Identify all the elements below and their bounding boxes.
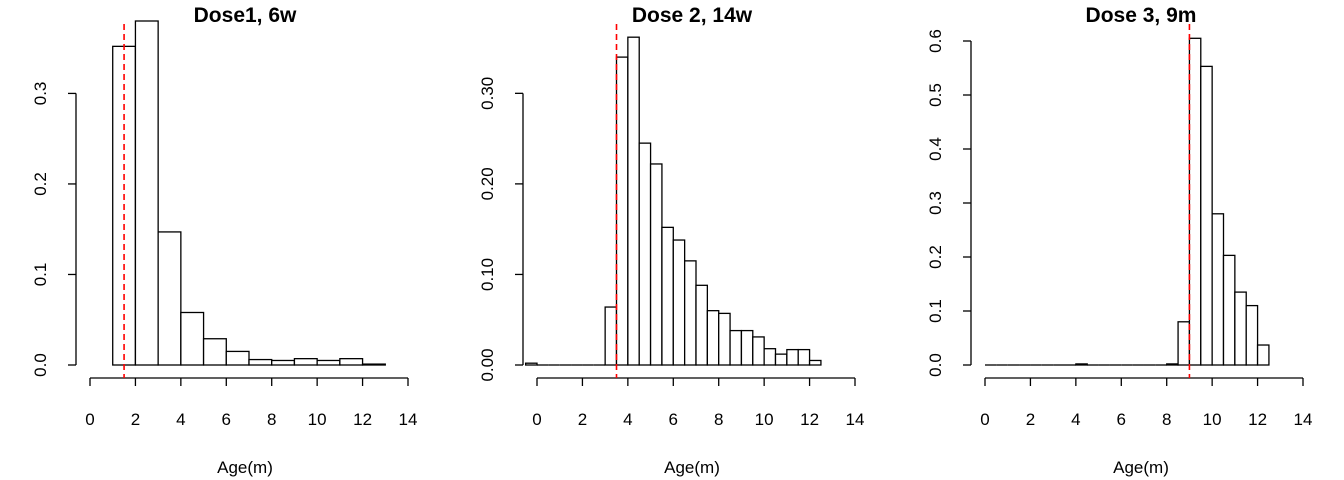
x-axis-label: Age(m) [664, 458, 720, 477]
histogram-bar [271, 359, 296, 366]
y-tick-label: 0.00 [478, 348, 497, 381]
y-tick-label: 0.3 [926, 191, 945, 215]
x-tick-label: 12 [353, 410, 372, 429]
histogram-bar [774, 353, 788, 366]
y-tick-label: 0.3 [31, 82, 50, 106]
histogram-bar [1222, 254, 1236, 366]
x-tick-label: 2 [131, 410, 140, 429]
histogram-bar [729, 329, 743, 366]
y-tick-label: 0.0 [31, 353, 50, 377]
histogram-bar [1177, 321, 1191, 366]
histogram-bar [1256, 344, 1270, 366]
histogram-bar [752, 336, 765, 366]
panel-title: Dose 2, 14w [632, 4, 753, 27]
x-tick-label: 8 [1162, 410, 1171, 429]
histogram-panel-dose1: Dose1, 6w Age(m) 0 2 4 6 8 10 12 14 0.0 0.1 0.2 0.3 [31, 4, 417, 477]
histogram-bar [649, 163, 663, 366]
histogram-bar [672, 239, 686, 366]
y-tick-label: 0.20 [478, 167, 497, 200]
histogram-bar [706, 310, 720, 366]
histogram-bar [339, 358, 364, 366]
histogram-bar [683, 260, 697, 366]
x-tick-label: 0 [85, 410, 94, 429]
histogram-panel-dose3: Dose 3, 9m Age(m) 0 2 4 6 8 10 12 14 0.0 0.1 0.2 0.… [926, 4, 1312, 477]
histogram-bar [1234, 291, 1247, 366]
x-axis-label: Age(m) [1113, 458, 1169, 477]
histogram-bar [808, 359, 822, 366]
histogram-bar [225, 350, 250, 366]
histogram-bar [293, 358, 318, 366]
y-tick-label: 0.1 [926, 299, 945, 323]
histogram-bar [1200, 65, 1213, 366]
x-tick-label: 6 [669, 410, 678, 429]
histogram-bar [1075, 363, 1088, 366]
x-tick-label: 2 [1026, 410, 1035, 429]
panel-title: Dose 3, 9m [1086, 4, 1197, 27]
x-tick-label: 8 [267, 410, 276, 429]
panel-title: Dose1, 6w [194, 4, 297, 27]
histogram-bar [763, 348, 777, 366]
histogram-bar [695, 284, 709, 366]
x-tick-label: 4 [623, 410, 632, 429]
y-tick-label: 0.30 [478, 77, 497, 110]
x-tick-label: 6 [222, 410, 231, 429]
histogram-bar [180, 311, 205, 366]
x-tick-label: 12 [800, 410, 819, 429]
histogram-bar [1211, 213, 1225, 366]
histogram-bar [248, 358, 273, 366]
x-tick-label: 14 [846, 410, 865, 429]
y-tick-label: 0.4 [926, 137, 945, 161]
y-tick-label: 0.2 [926, 245, 945, 269]
histogram-bar [316, 359, 341, 366]
y-tick-label: 0.0 [926, 353, 945, 377]
x-tick-label: 0 [980, 410, 989, 429]
y-tick-label: 0.5 [926, 83, 945, 107]
x-tick-label: 4 [1071, 410, 1080, 429]
x-tick-label: 10 [755, 410, 774, 429]
histogram-bar [615, 56, 629, 366]
x-tick-label: 14 [399, 410, 418, 429]
x-tick-label: 8 [714, 410, 723, 429]
histogram-bar [134, 20, 159, 366]
x-axis-label: Age(m) [217, 458, 273, 477]
x-tick-label: 6 [1117, 410, 1126, 429]
histogram-panel-dose2: Dose 2, 14w Age(m) 0 2 4 6 8 10 12 14 0.00 0.10 0.… [478, 4, 864, 477]
histogram-bar [661, 226, 674, 366]
histogram-bar [797, 348, 811, 366]
histogram-bar [524, 362, 538, 366]
histogram-bar [1188, 37, 1202, 366]
y-tick-label: 0.1 [31, 263, 50, 287]
histogram-bar [361, 363, 386, 366]
histogram-bar [604, 306, 618, 366]
histogram-bar [786, 348, 799, 366]
histogram-bar [202, 338, 227, 366]
x-tick-label: 2 [578, 410, 587, 429]
histogram-bar [1245, 304, 1259, 366]
histogram-bar [157, 231, 182, 366]
histogram-bar [718, 312, 731, 366]
histogram-bar [1166, 363, 1179, 366]
x-tick-label: 14 [1294, 410, 1313, 429]
x-tick-label: 12 [1248, 410, 1267, 429]
x-tick-label: 10 [1203, 410, 1222, 429]
histogram-bar [740, 329, 754, 366]
histogram-bar [627, 36, 640, 366]
x-tick-label: 0 [532, 410, 541, 429]
y-tick-label: 0.10 [478, 258, 497, 291]
y-tick-label: 0.6 [926, 29, 945, 53]
x-tick-label: 10 [308, 410, 327, 429]
y-tick-label: 0.2 [31, 172, 50, 196]
x-tick-label: 4 [176, 410, 185, 429]
histogram-bar [638, 142, 652, 366]
